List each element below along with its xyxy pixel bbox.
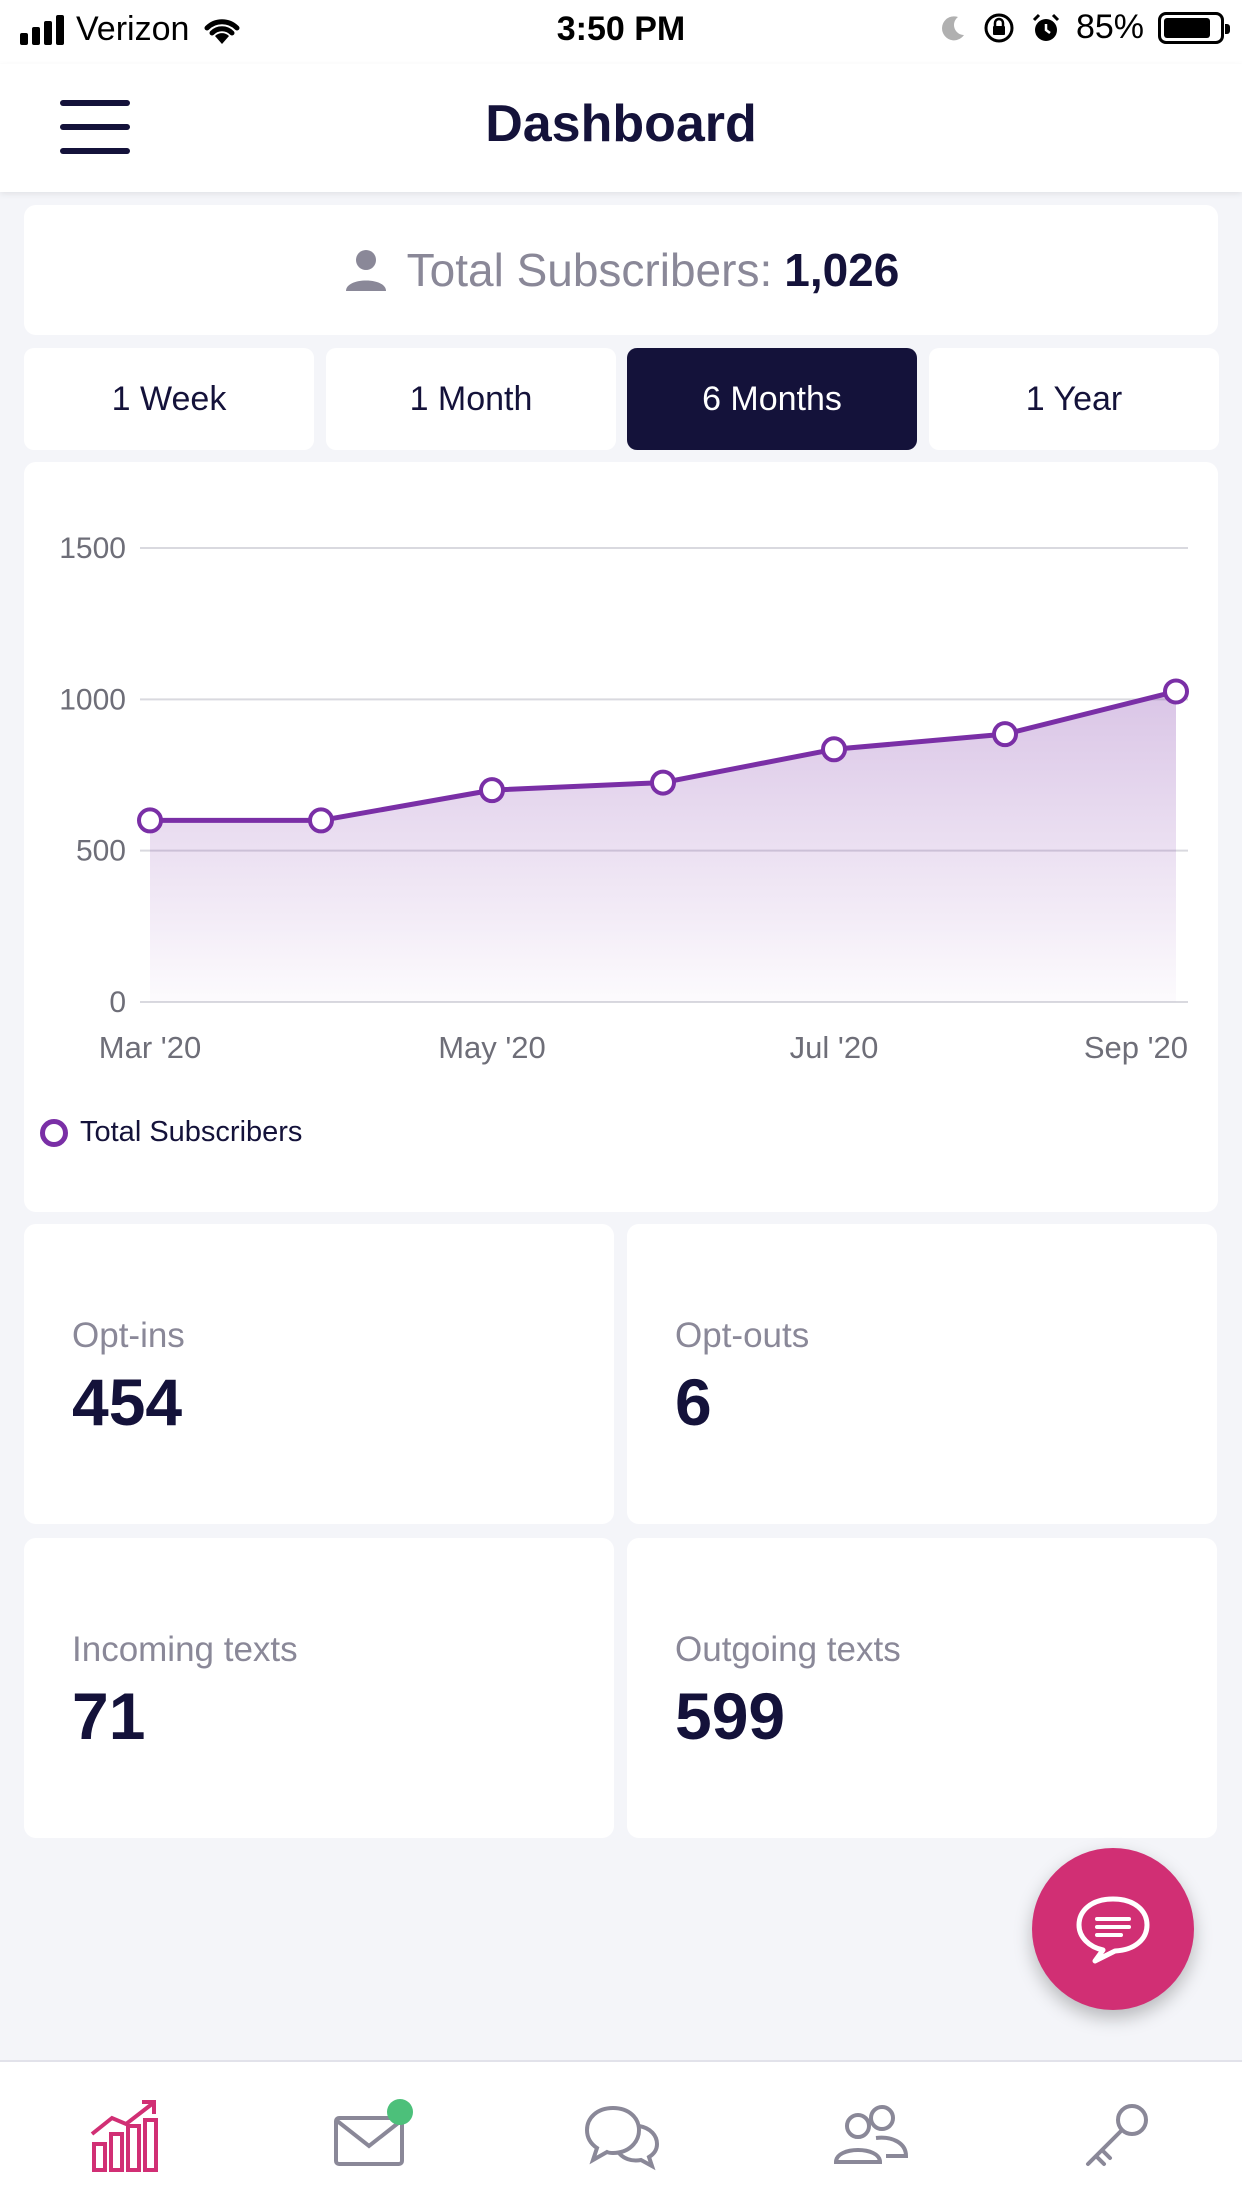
new-message-fab[interactable] (1032, 1848, 1194, 2010)
tab-1-month[interactable]: 1 Month (326, 348, 616, 450)
carrier-label: Verizon (76, 10, 190, 48)
nav-analytics[interactable] (74, 2086, 174, 2186)
total-subscribers-label: Total Subscribers: (406, 244, 773, 296)
opt-outs-card[interactable]: Opt-outs 6 (627, 1224, 1217, 1524)
tab-6-months[interactable]: 6 Months (627, 348, 917, 450)
stat-label: Opt-ins (72, 1316, 185, 1355)
status-right: 85% (938, 8, 1230, 47)
chat-bubble-icon (1076, 1896, 1150, 1964)
tab-1-year[interactable]: 1 Year (929, 348, 1219, 450)
nav-key[interactable] (1068, 2086, 1168, 2186)
opt-ins-card[interactable]: Opt-ins 454 (24, 1224, 614, 1524)
stat-value: 599 (675, 1679, 786, 1753)
stat-label: Opt-outs (675, 1316, 810, 1355)
battery-level (1164, 17, 1210, 38)
hamburger-menu-icon[interactable] (60, 100, 130, 154)
status-bar: Verizon 3:50 PM 85% (0, 0, 1242, 64)
wifi-icon (204, 18, 240, 44)
status-time: 3:50 PM (556, 10, 686, 48)
analytics-icon (90, 2100, 158, 2172)
stat-value: 6 (675, 1365, 712, 1439)
app-header: Dashboard (0, 64, 1242, 192)
total-subscribers-card: Total Subscribers: 1,026 (24, 205, 1218, 335)
alarm-icon (1032, 13, 1059, 41)
nav-contacts[interactable] (820, 2086, 920, 2186)
key-icon (1086, 2104, 1148, 2166)
total-subscribers-value: 1,026 (784, 244, 900, 296)
battery-percent: 85% (1075, 8, 1144, 46)
signal-icon (20, 14, 64, 45)
battery-icon (1158, 11, 1230, 44)
conversations-icon (584, 2105, 660, 2171)
stat-label: Outgoing texts (675, 1630, 901, 1669)
page-title: Dashboard (485, 95, 757, 153)
nav-conversations[interactable] (571, 2086, 671, 2186)
legend-label: Total Subscribers (80, 1116, 303, 1148)
outgoing-texts-card[interactable]: Outgoing texts 599 (627, 1538, 1217, 1838)
status-left: Verizon (20, 10, 243, 49)
stat-label: Incoming texts (72, 1630, 298, 1669)
bottom-nav (0, 2060, 1242, 2208)
mail-icon (334, 2099, 413, 2166)
tab-1-week[interactable]: 1 Week (24, 348, 314, 450)
chart-legend: Total Subscribers (40, 1116, 302, 1149)
moon-icon (941, 15, 964, 40)
stat-value: 71 (72, 1679, 146, 1753)
nav-mail[interactable] (323, 2086, 423, 2186)
notification-badge (387, 2099, 413, 2125)
rotation-lock-icon (984, 13, 1014, 42)
incoming-texts-card[interactable]: Incoming texts 71 (24, 1538, 614, 1838)
stat-value: 454 (72, 1365, 183, 1439)
contacts-icon (833, 2105, 909, 2164)
legend-marker (40, 1118, 68, 1147)
subscribers-chart-card (24, 462, 1218, 1212)
person-icon (345, 250, 386, 291)
